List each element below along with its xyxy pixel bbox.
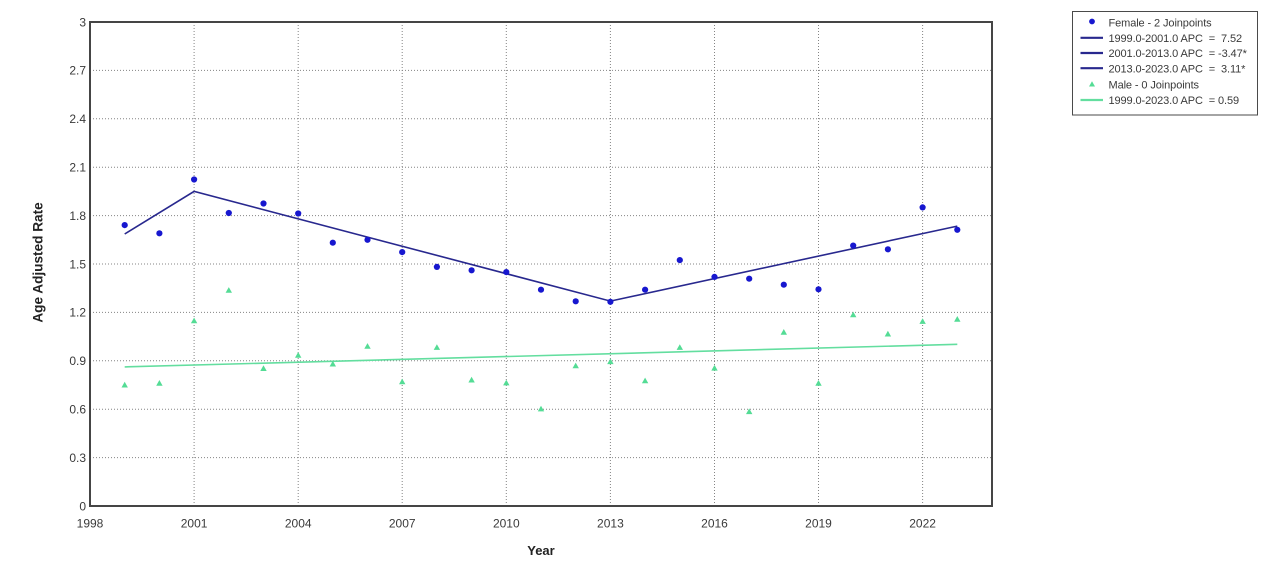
svg-text:0.6: 0.6: [69, 403, 86, 417]
svg-text:1.8: 1.8: [69, 209, 86, 223]
svg-text:2.4: 2.4: [69, 112, 86, 126]
svg-text:Female - 2 Joinpoints: Female - 2 Joinpoints: [1109, 18, 1213, 30]
svg-text:2022: 2022: [909, 517, 936, 531]
svg-text:2013: 2013: [597, 517, 624, 531]
svg-text:0.3: 0.3: [69, 451, 86, 465]
svg-text:2.1: 2.1: [69, 161, 86, 175]
svg-text:2013.0-2023.0 APC = 3.11*: 2013.0-2023.0 APC = 3.11*: [1109, 63, 1247, 75]
svg-text:1.5: 1.5: [69, 257, 86, 271]
svg-text:Age Adjusted Rate: Age Adjusted Rate: [31, 202, 46, 323]
svg-text:1999.0-2001.0 APC = 7.52: 1999.0-2001.0 APC = 7.52: [1109, 33, 1242, 45]
svg-text:3: 3: [79, 15, 86, 29]
svg-text:2016: 2016: [701, 517, 728, 531]
svg-text:0.9: 0.9: [69, 354, 86, 368]
svg-text:0: 0: [79, 499, 86, 513]
svg-text:2.7: 2.7: [69, 64, 86, 78]
svg-text:Male - 0 Joinpoints: Male - 0 Joinpoints: [1109, 79, 1200, 91]
svg-text:1.2: 1.2: [69, 306, 86, 320]
svg-text:2004: 2004: [285, 517, 312, 531]
svg-text:2007: 2007: [389, 517, 416, 531]
svg-text:2001: 2001: [181, 517, 208, 531]
svg-text:2001.0-2013.0 APC = -3.47*: 2001.0-2013.0 APC = -3.47*: [1109, 48, 1248, 60]
svg-text:1999.0-2023.0 APC = 0.59: 1999.0-2023.0 APC = 0.59: [1109, 95, 1240, 107]
svg-text:Year: Year: [527, 543, 554, 558]
svg-text:1998: 1998: [77, 517, 104, 531]
svg-text:2019: 2019: [805, 517, 832, 531]
svg-text:2010: 2010: [493, 517, 520, 531]
